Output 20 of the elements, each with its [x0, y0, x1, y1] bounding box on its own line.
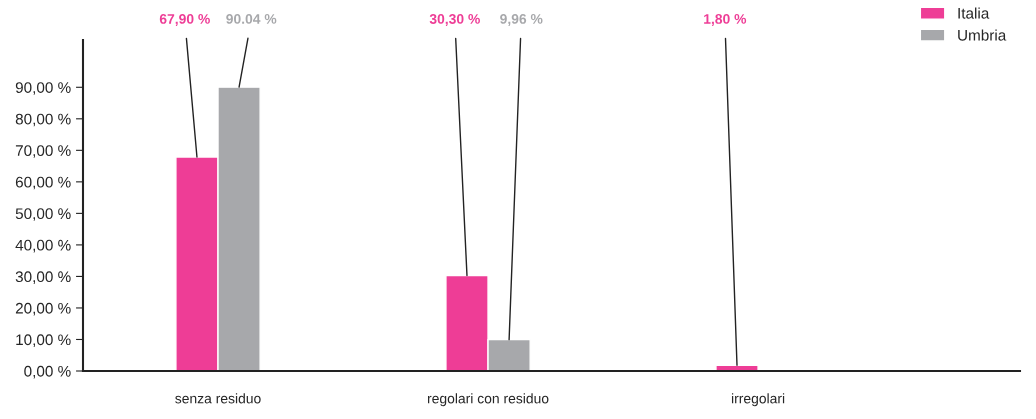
- data-label: 90.04 %: [226, 14, 277, 24]
- legend-label: Italia: [958, 7, 990, 19]
- y-tick-label: 80,00 %: [15, 113, 71, 127]
- y-tick-label: 30,00 %: [15, 271, 71, 284]
- y-tick-label: 90,00 %: [15, 82, 71, 95]
- data-label: 30,30 %: [429, 14, 480, 26]
- y-tick-label: 20,00 %: [15, 302, 71, 316]
- y-tick-label: 60,00 %: [15, 176, 71, 190]
- y-tick-label: 10,00 %: [16, 334, 71, 347]
- x-tick-label: regolari con residuo: [427, 393, 549, 407]
- data-label: 9,96 %: [500, 14, 543, 26]
- y-tick-label: 70,00 %: [15, 145, 71, 158]
- y-tick-label: 40,00 %: [15, 239, 71, 253]
- y-tick-label: 50,00 %: [15, 208, 71, 221]
- data-label: 1,80 %: [704, 14, 747, 26]
- x-tick-label: irregolari: [731, 393, 785, 407]
- legend-label: Umbria: [958, 29, 1007, 41]
- y-tick-label: 0,00 %: [24, 365, 71, 379]
- data-label: 67,90 %: [159, 14, 210, 26]
- x-tick-label: senza residuo: [175, 393, 261, 404]
